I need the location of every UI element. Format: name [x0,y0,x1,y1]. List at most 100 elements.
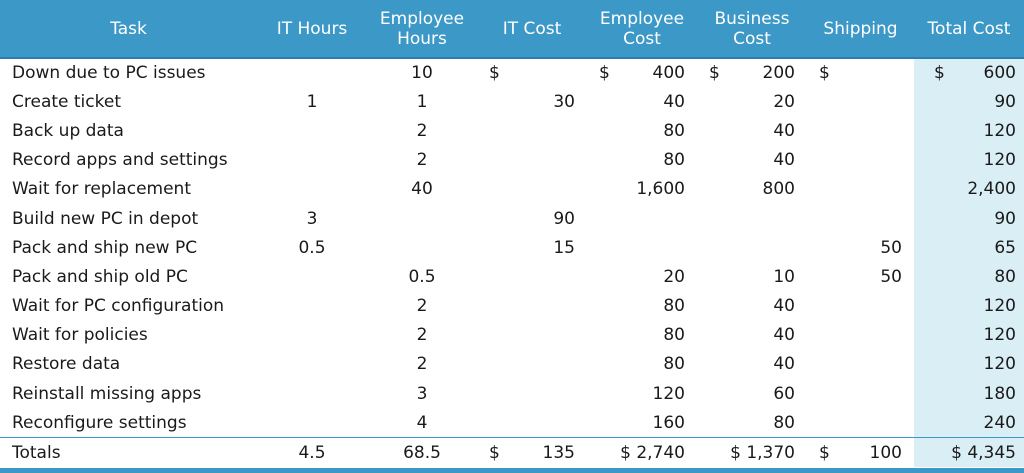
cell-employee-hours: 3 [416,383,428,404]
cell-it-hours [257,146,367,175]
cell-it-hours [257,408,367,437]
cell-it-cost [477,146,587,175]
cell-employee-hours: 40 [411,179,433,200]
cell-employee-cost: 160 [652,412,685,433]
header-it-hours: IT Hours [257,0,367,58]
cell-shipping [807,292,914,321]
table-row: Wait for policies 2 80 40 120 [0,320,1024,350]
cell-task: Create ticket [12,91,121,112]
header-shipping: Shipping [807,0,914,58]
currency-symbol: $ [489,442,500,463]
cell-business-cost: 20 [773,91,795,112]
cell-business-cost: 40 [773,325,795,346]
cell-employee-cost: $400 [599,63,685,84]
table-row: Create ticket 1 1 30 40 20 90 [0,87,1024,117]
cell-business-cost: 800 [762,179,795,200]
totals-it-cost: $135 [477,436,587,468]
table-row: Wait for PC configuration 2 80 40 120 [0,291,1024,321]
cell-business-cost: 60 [773,383,795,404]
cell-total-cost: 120 [914,320,1024,350]
cell-business-cost: $200 [709,63,795,84]
cell-total-cost: 90 [914,203,1024,234]
cell-employee-hours: 2 [416,120,428,141]
cell-it-hours: 1 [306,91,318,112]
cell-task: Wait for replacement [12,179,191,200]
cell-employee-cost: 80 [663,296,685,317]
header-employee-hours: Employee Hours [367,0,477,58]
cell-task: Reconfigure settings [12,412,187,433]
table-row: Reinstall missing apps 3 120 60 180 [0,379,1024,409]
cell-shipping [807,350,914,379]
table-row: Pack and ship old PC 0.5 20 10 50 80 [0,262,1024,292]
table-row: Record apps and settings 2 80 40 120 [0,145,1024,175]
cell-it-cost [477,292,587,321]
table-row: Down due to PC issues 10 $ $400 $200 $ $… [0,58,1024,88]
cell-it-cost [477,262,587,291]
cell-employee-cost: 80 [663,354,685,375]
cell-employee-hours: 2 [416,354,428,375]
header-it-cost: IT Cost [477,0,587,58]
cell-business-cost [697,204,807,233]
cell-it-hours [257,321,367,350]
cell-shipping [807,146,914,175]
cell-shipping: $ [807,58,914,87]
cell-it-cost [477,175,587,204]
totals-it-hours: 4.5 [257,436,367,468]
cell-it-cost: 15 [553,237,575,258]
cell-it-cost [477,116,587,145]
cell-employee-hours: 2 [416,325,428,346]
cell-task: Back up data [12,120,124,141]
table-row: Build new PC in depot 3 90 90 [0,203,1024,234]
cell-shipping [807,321,914,350]
cell-employee-hours: 10 [411,63,433,84]
cell-shipping [807,116,914,145]
cell-employee-hours: 4 [416,412,428,433]
cell-employee-cost: 120 [652,383,685,404]
totals-employee-cost: $ 2,740 [587,436,697,468]
cell-total-cost: 120 [914,145,1024,175]
cell-it-cost [477,350,587,379]
cell-shipping [807,87,914,116]
totals-row: Totals 4.5 68.5 $135 $ 2,740 $ 1,370 $10… [0,436,1024,468]
cell-it-hours [257,58,367,87]
cell-it-hours [257,350,367,379]
cell-it-cost [477,321,587,350]
cell-employee-cost: 80 [663,120,685,141]
cell-task: Pack and ship new PC [12,237,198,258]
cell-business-cost: 10 [773,266,795,287]
cell-total-cost: 240 [914,408,1024,438]
cell-it-cost: 90 [553,208,575,229]
currency-symbol: $ [489,63,500,84]
cell-total-cost: 90 [914,87,1024,117]
cell-employee-hours [367,233,477,262]
cell-shipping: 50 [880,266,902,287]
table-row: Back up data 2 80 40 120 [0,116,1024,146]
cell-employee-cost: 40 [663,91,685,112]
currency-symbol: $ [709,63,720,84]
cell-it-hours [257,292,367,321]
cell-task: Pack and ship old PC [12,266,188,287]
cell-total-cost: 120 [914,291,1024,321]
cell-task: Wait for policies [12,325,148,346]
cell-it-hours: 0.5 [298,237,326,258]
cell-business-cost: 40 [773,120,795,141]
table-row: Pack and ship new PC 0.5 15 50 65 [0,233,1024,263]
cell-total-cost: 80 [914,262,1024,292]
table-row: Restore data 2 80 40 120 [0,349,1024,380]
currency-symbol: $ [934,63,945,84]
currency-symbol: $ [819,63,830,84]
cell-employee-cost [587,233,697,262]
table-row: Reconfigure settings 4 160 80 240 [0,408,1024,438]
cell-total-cost: 65 [914,233,1024,263]
header-employee-cost: Employee Cost [587,0,697,58]
cell-employee-hours: 1 [416,91,428,112]
cell-shipping [807,408,914,437]
cell-business-cost: 40 [773,296,795,317]
cell-total-cost: 180 [914,379,1024,409]
header-total-cost: Total Cost [914,0,1024,58]
cell-business-cost: 80 [773,412,795,433]
header-task: Task [0,0,257,58]
cell-it-cost [477,408,587,437]
